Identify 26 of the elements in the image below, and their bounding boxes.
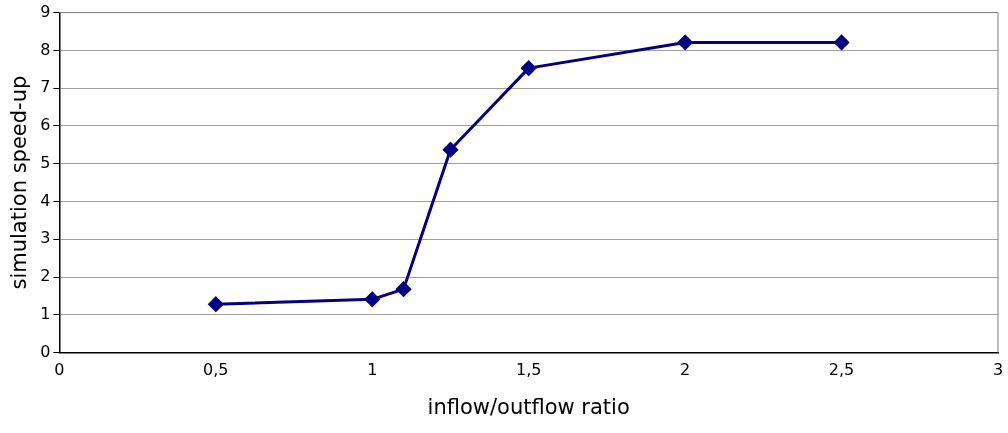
x-tick-label: 1 (367, 360, 378, 380)
point (208, 296, 224, 312)
x-tick-label: 1,5 (515, 360, 542, 380)
y-tick-label: 7 (40, 77, 51, 97)
point (396, 281, 412, 297)
y-tick-label: 2 (40, 266, 51, 286)
x-axis-title: inflow/outflow ratio (427, 394, 630, 419)
y-tick-label: 6 (40, 115, 51, 135)
point (677, 34, 693, 50)
x-tick-label: 3 (992, 360, 1004, 380)
point (834, 34, 850, 50)
y-tick-label: 5 (40, 152, 51, 172)
x-tick-label: 0,5 (203, 360, 229, 380)
x-tick-label: 2 (680, 360, 691, 380)
y-axis-title: simulation speed-up (7, 75, 32, 290)
y-tick-label: 8 (40, 39, 51, 59)
point (521, 60, 537, 76)
x-tick-label: 2,5 (828, 360, 855, 380)
y-tick-label: 3 (40, 228, 51, 248)
y-tick-label: 4 (40, 190, 51, 210)
y-tick-label: 9 (40, 1, 51, 21)
point (442, 142, 458, 158)
y-tick-label: 1 (40, 303, 51, 323)
y-tick-label: 0 (40, 341, 51, 361)
x-tick-label: 0 (54, 360, 65, 380)
point (364, 291, 380, 307)
